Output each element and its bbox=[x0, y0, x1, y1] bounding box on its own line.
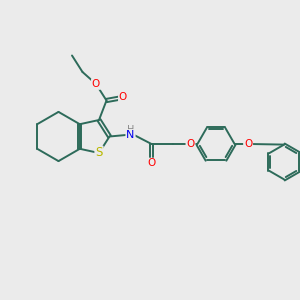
Text: S: S bbox=[95, 146, 103, 160]
Text: O: O bbox=[244, 139, 252, 149]
Text: O: O bbox=[186, 139, 195, 149]
Text: H: H bbox=[127, 125, 134, 135]
Text: N: N bbox=[126, 130, 135, 140]
Text: O: O bbox=[92, 79, 100, 89]
Text: O: O bbox=[119, 92, 127, 103]
Text: O: O bbox=[147, 158, 156, 169]
